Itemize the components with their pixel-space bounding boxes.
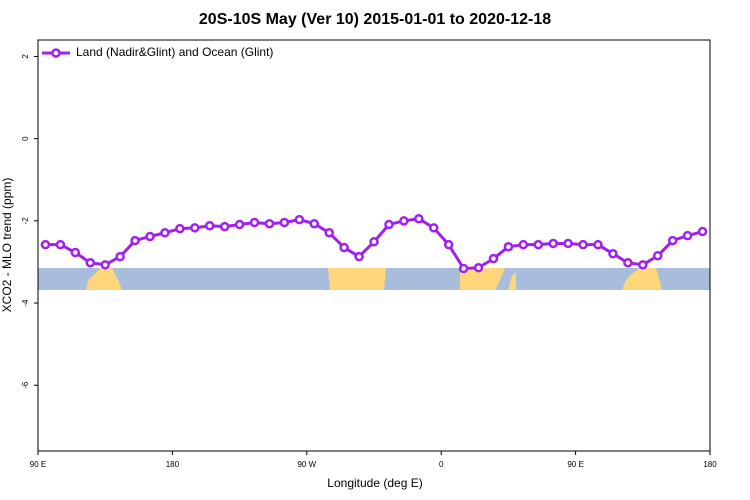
- data-point: [369, 237, 379, 247]
- data-point: [100, 260, 110, 270]
- data-point: [503, 241, 514, 252]
- data-point: [428, 223, 439, 233]
- y-tick-label: -6: [21, 381, 30, 389]
- y-tick-label: -2: [21, 217, 30, 225]
- land-patch: [460, 268, 505, 290]
- x-tick-label: 90 E: [30, 460, 46, 469]
- data-point: [548, 238, 558, 249]
- data-point: [175, 223, 185, 234]
- data-point: [279, 217, 290, 228]
- data-point: [190, 223, 200, 233]
- data-point: [578, 239, 588, 250]
- data-point: [563, 238, 573, 249]
- data-point: [130, 235, 140, 246]
- data-point: [324, 228, 334, 238]
- data-point: [518, 239, 529, 250]
- y-axis-label: XCO2 - MLO trend (ppm): [0, 178, 14, 313]
- data-point: [667, 235, 678, 246]
- x-tick-label: 0: [439, 460, 444, 469]
- land-patch: [622, 268, 662, 290]
- data-point: [294, 214, 305, 225]
- data-point: [384, 219, 394, 230]
- x-tick-label: 180: [166, 460, 180, 469]
- data-point: [682, 230, 693, 241]
- data-point: [309, 218, 320, 229]
- data-point: [55, 239, 66, 250]
- y-tick-label: -4: [21, 299, 30, 307]
- data-point: [652, 251, 663, 261]
- data-point: [234, 219, 245, 230]
- data-point: [70, 247, 81, 258]
- data-point: [623, 258, 633, 268]
- data-point: [608, 248, 618, 259]
- data-point: [354, 251, 364, 262]
- data-point: [40, 239, 51, 250]
- data-point: [399, 216, 409, 226]
- y-tick-label: 0: [21, 136, 30, 141]
- data-point: [414, 214, 424, 224]
- x-tick-label: 180: [703, 460, 717, 469]
- land-patch: [86, 268, 122, 290]
- legend-label: Land (Nadir&Glint) and Ocean (Glint): [76, 45, 273, 59]
- data-point: [488, 253, 499, 264]
- data-point: [145, 231, 155, 242]
- data-point: [85, 258, 96, 268]
- land-patch: [328, 268, 386, 290]
- data-point: [115, 251, 125, 262]
- data-point: [697, 226, 708, 237]
- data-point: [593, 239, 603, 250]
- data-point: [204, 221, 215, 231]
- x-tick-label: 90 W: [297, 460, 316, 469]
- data-point: [638, 260, 648, 270]
- x-tick-label: 90 E: [567, 460, 583, 469]
- legend-marker: [51, 48, 61, 58]
- data-point: [458, 263, 469, 274]
- data-point: [339, 242, 349, 253]
- data-point: [249, 217, 260, 228]
- data-point: [533, 239, 544, 250]
- x-axis-label: Longitude (deg E): [327, 476, 422, 490]
- data-point: [160, 228, 170, 238]
- data-point: [264, 218, 275, 229]
- chart-title: 20S-10S May (Ver 10) 2015-01-01 to 2020-…: [199, 11, 551, 28]
- land-patch: [508, 272, 516, 290]
- data-point: [473, 262, 484, 273]
- data-point: [219, 221, 230, 232]
- y-tick-label: 2: [21, 54, 30, 59]
- data-point: [443, 239, 454, 250]
- plot-frame: [37, 39, 711, 452]
- land-ocean-band: [38, 268, 710, 290]
